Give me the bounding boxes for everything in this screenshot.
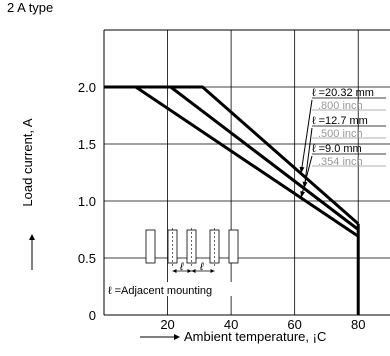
- spacing-symbol: ℓ: [179, 261, 184, 273]
- spacing-symbol: ℓ: [199, 261, 204, 273]
- spacing-arrowhead: [210, 269, 215, 273]
- relay-outline: [167, 229, 178, 264]
- y-tick-label: 1.5: [78, 137, 96, 152]
- series-leader-line: [300, 155, 313, 199]
- mounting-label-bg: [106, 282, 264, 296]
- series-line-3: [104, 85, 360, 238]
- y-tick-label: 2.0: [78, 80, 96, 95]
- series-leader-line: [303, 127, 313, 189]
- relay-outline: [186, 229, 197, 264]
- x-axis-arrowhead: [174, 334, 180, 340]
- spacing-arrowhead: [172, 269, 177, 273]
- y-axis-label: Load current, A: [20, 118, 35, 206]
- spacing-arrowhead: [191, 269, 196, 273]
- series-label-mm: ℓ =12.7 mm: [312, 115, 368, 127]
- series-label-inch: .800 inch: [318, 100, 363, 112]
- relay-outline: [145, 229, 156, 264]
- x-tick-label: 80: [351, 317, 365, 332]
- y-tick-label: 1.0: [78, 194, 96, 209]
- relay-outline: [228, 229, 239, 264]
- spacing-arrowhead: [187, 269, 192, 273]
- series-leader-arrowhead: [299, 166, 305, 174]
- chart-title: 2 A type: [7, 0, 54, 15]
- series-leader-arrowhead: [300, 190, 306, 198]
- series-label-mm: ℓ =9.0 mm: [312, 143, 362, 155]
- series-label-inch: .500 inch: [318, 128, 363, 140]
- series-label-mm: ℓ =20.32 mm: [312, 87, 374, 99]
- x-axis-label: Ambient temperature, ¡C: [184, 329, 326, 344]
- relay-outline: [209, 229, 220, 264]
- y-tick-label: 0: [89, 308, 96, 323]
- y-tick-label: 0.5: [78, 251, 96, 266]
- y-axis-arrowhead: [29, 234, 35, 240]
- x-tick-label: 40: [224, 317, 238, 332]
- series-label-inch: .354 inch: [318, 156, 363, 168]
- x-tick-label: 20: [160, 317, 174, 332]
- series-leader-line: [300, 99, 313, 174]
- x-tick-label: 60: [287, 317, 301, 332]
- mounting-label: ℓ =Adjacent mounting: [108, 285, 212, 297]
